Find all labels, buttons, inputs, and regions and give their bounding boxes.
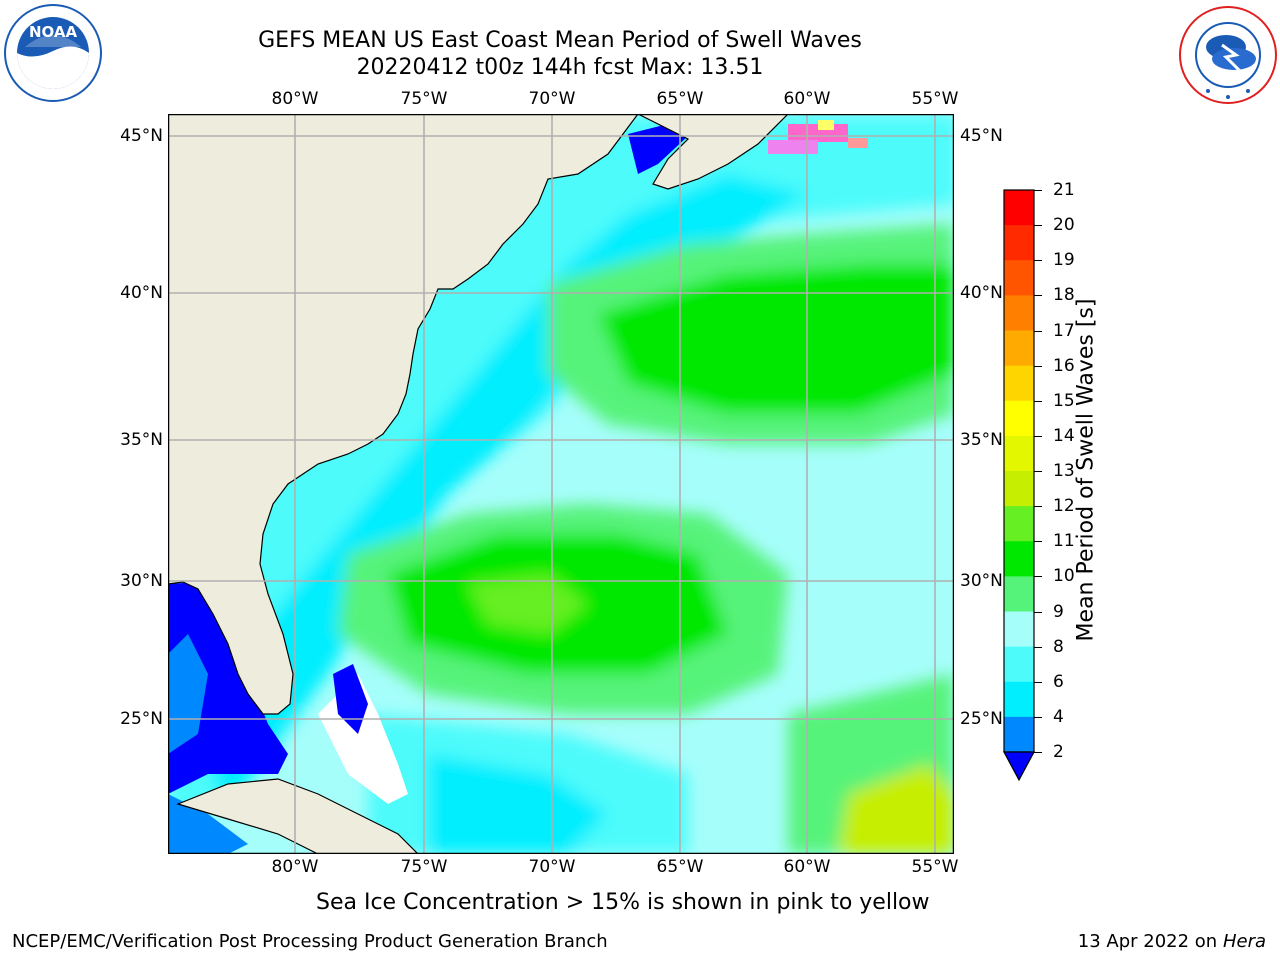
colorbar-tick-mark [1034, 295, 1042, 297]
chart-subtitle: 20220412 t00z 144h fcst Max: 13.51 [356, 55, 764, 80]
colorbar-tick-label: 14 [1053, 425, 1075, 446]
graticule [168, 114, 954, 854]
colorbar-tick-mark [1034, 400, 1042, 402]
footer-host: Hera [1222, 931, 1266, 952]
footer-date: 13 Apr 2022 on Hera [1078, 931, 1266, 952]
chart-title: GEFS MEAN US East Coast Mean Period of S… [258, 28, 862, 53]
colorbar-tick-label: 15 [1053, 390, 1075, 411]
lat-tick-right: 35°N [960, 430, 1003, 450]
lat-tick-left: 30°N [120, 571, 163, 591]
colorbar-block [1004, 400, 1034, 437]
colorbar-block [1004, 295, 1034, 331]
nws-logo [1179, 6, 1277, 104]
colorbar-tick-label: 12 [1053, 496, 1075, 517]
colorbar-block [1004, 646, 1034, 683]
map-frame [168, 114, 954, 854]
lon-tick-top: 70°W [528, 89, 576, 109]
colorbar-tick-mark [1034, 225, 1042, 227]
colorbar-block [1004, 506, 1034, 542]
noaa-logo: NOAA [4, 4, 102, 102]
colorbar-tick-label: 4 [1053, 706, 1064, 727]
colorbar-tick-label: 8 [1053, 636, 1064, 657]
lon-tick-top: 65°W [656, 89, 704, 109]
colorbar-extend-arrow [1002, 751, 1036, 782]
colorbar-tick-mark [1034, 471, 1042, 472]
lon-tick-top: 75°W [400, 89, 448, 109]
colorbar-block [1004, 260, 1034, 296]
colorbar-tick-label: 20 [1053, 215, 1075, 236]
colorbar-tick-mark [1034, 716, 1042, 718]
colorbar-tick-label: 6 [1053, 671, 1064, 692]
sea-ice-footnote: Sea Ice Concentration > 15% is shown in … [316, 890, 930, 915]
colorbar-tick-mark [1034, 260, 1042, 262]
colorbar-tick-mark [1034, 365, 1042, 367]
colorbar-tick-mark [1034, 752, 1042, 753]
colorbar-label: Mean Period of Swell Waves [s] [1073, 298, 1099, 642]
colorbar-block [1004, 435, 1034, 472]
colorbar-tick-mark [1034, 611, 1042, 613]
colorbar-tick-mark [1034, 435, 1042, 437]
land-cuba [176, 778, 419, 854]
footer-date-text: 13 Apr 2022 on [1077, 931, 1223, 952]
colorbar-tick-mark [1034, 541, 1042, 543]
colorbar-tick-label: 9 [1053, 601, 1064, 622]
colorbar-tick-label: 18 [1053, 285, 1075, 306]
colorbar-tick-mark [1034, 190, 1042, 191]
lon-tick-top: 60°W [783, 89, 831, 109]
lon-tick-bottom: 55°W [911, 857, 959, 877]
colorbar-tick-mark [1034, 576, 1042, 578]
lat-tick-left: 35°N [120, 430, 163, 450]
colorbar-block [1004, 190, 1034, 226]
colorbar-tick-mark [1034, 330, 1042, 332]
lat-tick-right: 45°N [960, 126, 1003, 146]
colorbar-tick-label: 10 [1053, 566, 1075, 587]
colorbar-block [1004, 471, 1034, 507]
lat-tick-left: 40°N [120, 283, 163, 303]
colorbar-tick-mark [1034, 646, 1042, 648]
colorbar [1002, 189, 1036, 782]
lon-tick-bottom: 60°W [783, 857, 831, 877]
colorbar-tick-label: 16 [1053, 355, 1075, 376]
lon-tick-top: 80°W [271, 89, 319, 109]
colorbar-tick-label: 2 [1053, 742, 1064, 762]
lon-tick-bottom: 70°W [528, 857, 576, 877]
colorbar-block [1004, 225, 1034, 261]
colorbar-tick-mark [1034, 506, 1042, 508]
lon-tick-top: 55°W [911, 89, 959, 109]
lat-tick-right: 40°N [960, 283, 1003, 303]
colorbar-block [1004, 681, 1034, 718]
gulf-region [168, 582, 288, 794]
colorbar-tick-label: 17 [1053, 320, 1075, 341]
swell-period-map [168, 114, 954, 854]
colorbar-block [1004, 541, 1034, 577]
colorbar-block [1004, 611, 1034, 648]
colorbar-block [1004, 716, 1034, 753]
lat-tick-right: 30°N [960, 571, 1003, 591]
colorbar-block [1004, 330, 1034, 367]
colorbar-tick-label: 19 [1053, 250, 1075, 271]
lat-tick-left: 45°N [120, 126, 163, 146]
land-us-east-coast [168, 114, 639, 715]
sea-ice-patch [768, 120, 868, 154]
colorbar-tick-label: 13 [1053, 461, 1075, 481]
colorbar-tick-mark [1034, 681, 1042, 683]
lon-tick-bottom: 75°W [400, 857, 448, 877]
noaa-logo-text: NOAA [29, 23, 78, 41]
lat-tick-left: 25°N [120, 709, 163, 729]
lon-tick-bottom: 65°W [656, 857, 704, 877]
colorbar-tick-label: 21 [1053, 180, 1075, 200]
lon-tick-bottom: 80°W [271, 857, 319, 877]
colorbar-block [1004, 576, 1034, 612]
colorbar-block [1004, 365, 1034, 402]
lat-tick-right: 25°N [960, 709, 1003, 729]
footer-producer: NCEP/EMC/Verification Post Processing Pr… [12, 931, 608, 952]
colorbar-tick-label: 11 [1053, 531, 1075, 552]
